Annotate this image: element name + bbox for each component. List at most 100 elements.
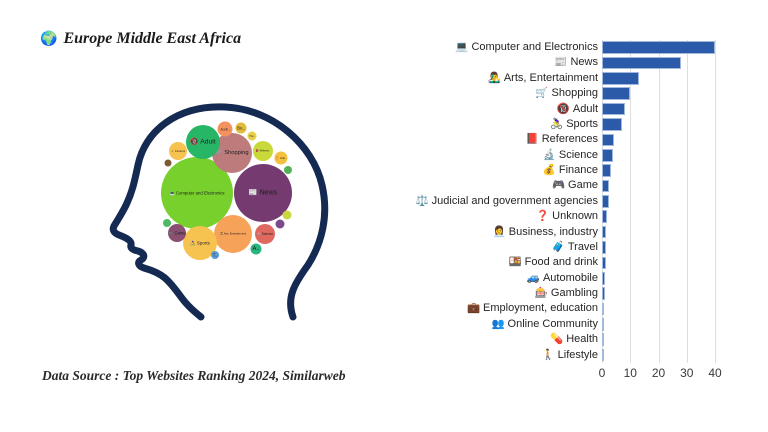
bar-track xyxy=(602,332,727,347)
bar-category-text: Employment, education xyxy=(483,302,598,315)
bubble-gambling xyxy=(164,159,172,167)
bar-category-text: Unknown xyxy=(552,210,598,223)
bar-category-label: 📕 References xyxy=(415,132,598,147)
bar-category-text: Sports xyxy=(566,117,598,130)
bubble-sports xyxy=(183,226,217,260)
bar-row: 🚴‍♀️ Sports xyxy=(415,117,745,132)
bubble-label-shopping: 🛒 Shopping xyxy=(215,148,248,156)
bar-category-label: 👩‍💼 Business, industry xyxy=(415,225,598,240)
bar-row: 💊 Health xyxy=(415,332,745,347)
bubble-game xyxy=(168,224,186,242)
bubble-group: 💻 Computer and Electronics 📰 News 🛒 Shoppi… xyxy=(161,121,292,260)
bubble-adult xyxy=(186,125,220,159)
bubble-finance xyxy=(169,142,187,160)
globe-europe-africa-icon: 🌍 xyxy=(40,31,58,47)
bubble-label-judicial-and-government-agencies: Judi.. xyxy=(220,127,229,132)
bar-category-label: 👨‍🎤 Arts, Entertainment xyxy=(415,71,598,86)
bar-category-label: 🎰 Gambling xyxy=(415,286,598,301)
gridline xyxy=(630,40,632,363)
bubble-label-travel: Tra.. xyxy=(249,134,255,138)
bar-track xyxy=(602,163,727,178)
bar-category-label: 💼 Employment, education xyxy=(415,301,598,316)
bar-rows: 💻 Computer and Electronics 📰 News 👨‍🎤 Arts, E… xyxy=(415,40,745,363)
head-silhouette-outline xyxy=(109,103,329,321)
bar xyxy=(602,148,614,162)
money-bag-icon: 💰 xyxy=(542,164,556,176)
x-tick-label: 40 xyxy=(708,366,722,380)
briefcase-icon: 💼 xyxy=(466,302,481,315)
bar-category-text: Shopping xyxy=(551,87,599,100)
bar-category-text: Online Community xyxy=(507,317,598,330)
bar-track xyxy=(602,117,727,132)
bar-category-text: Game xyxy=(568,179,598,192)
red-book-icon: 📕 xyxy=(525,133,539,146)
bubble-arts-entertainment xyxy=(214,215,252,253)
bar-category-text: References xyxy=(541,133,598,146)
bubble-label-automobile: A.. xyxy=(252,246,259,252)
bar-row: 🎰 Gambling xyxy=(415,286,745,301)
bubble-online-community xyxy=(211,251,219,259)
bar xyxy=(602,102,626,116)
bubble-food-and-drink xyxy=(275,219,285,229)
bar-track xyxy=(602,55,727,70)
slot-machine-icon: 🎰 xyxy=(534,287,548,299)
bar xyxy=(602,333,604,347)
laptop-icon: 💻 xyxy=(455,41,469,53)
bubble-label-adult: 🔞 Adult xyxy=(190,137,215,146)
bar-track xyxy=(602,40,727,55)
bubble-label-unknown: ❓ Unk.. xyxy=(275,156,287,160)
bar-track xyxy=(602,71,727,86)
bar-category-label: 🚴‍♀️ Sports xyxy=(415,117,598,132)
bubble-label-online-community: T.. xyxy=(213,253,217,258)
bubble-label-business-industry: Bu.. xyxy=(237,126,245,131)
bar-category-text: Food and drink xyxy=(524,256,598,269)
x-axis: 0 10 20 30 40 xyxy=(599,366,727,384)
shopping-cart-icon: 🛒 xyxy=(535,87,549,100)
bar-category-text: Judicial and government agencies xyxy=(431,194,598,207)
pill-icon: 💊 xyxy=(550,333,564,346)
bar-category-text: Adult xyxy=(572,102,598,115)
bar xyxy=(602,348,604,362)
busts-silhouette-icon: 👥 xyxy=(491,317,505,330)
bubble-employment-education xyxy=(163,219,171,227)
bar-track xyxy=(602,132,727,147)
bar xyxy=(602,72,639,85)
bar-category-text: Health xyxy=(566,333,598,346)
bar-row: 👩‍💼 Business, industry xyxy=(415,225,745,240)
gridline xyxy=(658,40,660,363)
bar-category-text: News xyxy=(570,56,598,69)
bubble-label-game: 🎮 Game xyxy=(168,231,186,236)
bar-category-text: Computer and Electronics xyxy=(471,41,598,53)
bar-row: 🛒 Shopping xyxy=(415,86,745,101)
office-worker-icon: 👩‍💼 xyxy=(492,225,506,238)
bar-category-label: 🔬 Science xyxy=(415,148,598,163)
bar-row: 🎮 Game xyxy=(415,178,745,193)
bar-track xyxy=(602,148,727,163)
bar-track xyxy=(602,178,727,193)
bar-track xyxy=(602,255,727,270)
x-tick-label: 30 xyxy=(680,366,694,380)
bar xyxy=(602,225,607,239)
balance-scale-icon: ⚖️ xyxy=(415,194,429,207)
bar-row: 🧳 Travel xyxy=(415,240,745,255)
bubble-shopping xyxy=(212,133,252,173)
bar-track xyxy=(602,194,727,209)
bar xyxy=(602,164,612,177)
bar xyxy=(602,87,631,101)
bar-track xyxy=(602,317,727,332)
bar-track xyxy=(602,271,727,286)
bubble-health xyxy=(284,166,292,174)
newspaper-icon: 📰 xyxy=(554,56,568,69)
bubble-label-arts-entertainment: 👨‍🎤 Arts, Entertainment xyxy=(220,232,246,236)
bar-category-text: Arts, Entertainment xyxy=(503,71,598,84)
bar xyxy=(602,302,605,316)
x-tick-label: 10 xyxy=(623,366,637,380)
cyclist-icon: 🚴‍♀️ xyxy=(550,117,564,130)
pedestrian-icon: 🚶 xyxy=(541,348,555,361)
category-bar-chart: 💻 Computer and Electronics 📰 News 👨‍🎤 Arts, E… xyxy=(415,40,760,385)
bar-category-label: 🚙 Automobile xyxy=(415,271,598,286)
bar xyxy=(602,271,606,285)
car-icon: 🚙 xyxy=(526,271,540,284)
bar-row: 💼 Employment, education xyxy=(415,301,745,316)
